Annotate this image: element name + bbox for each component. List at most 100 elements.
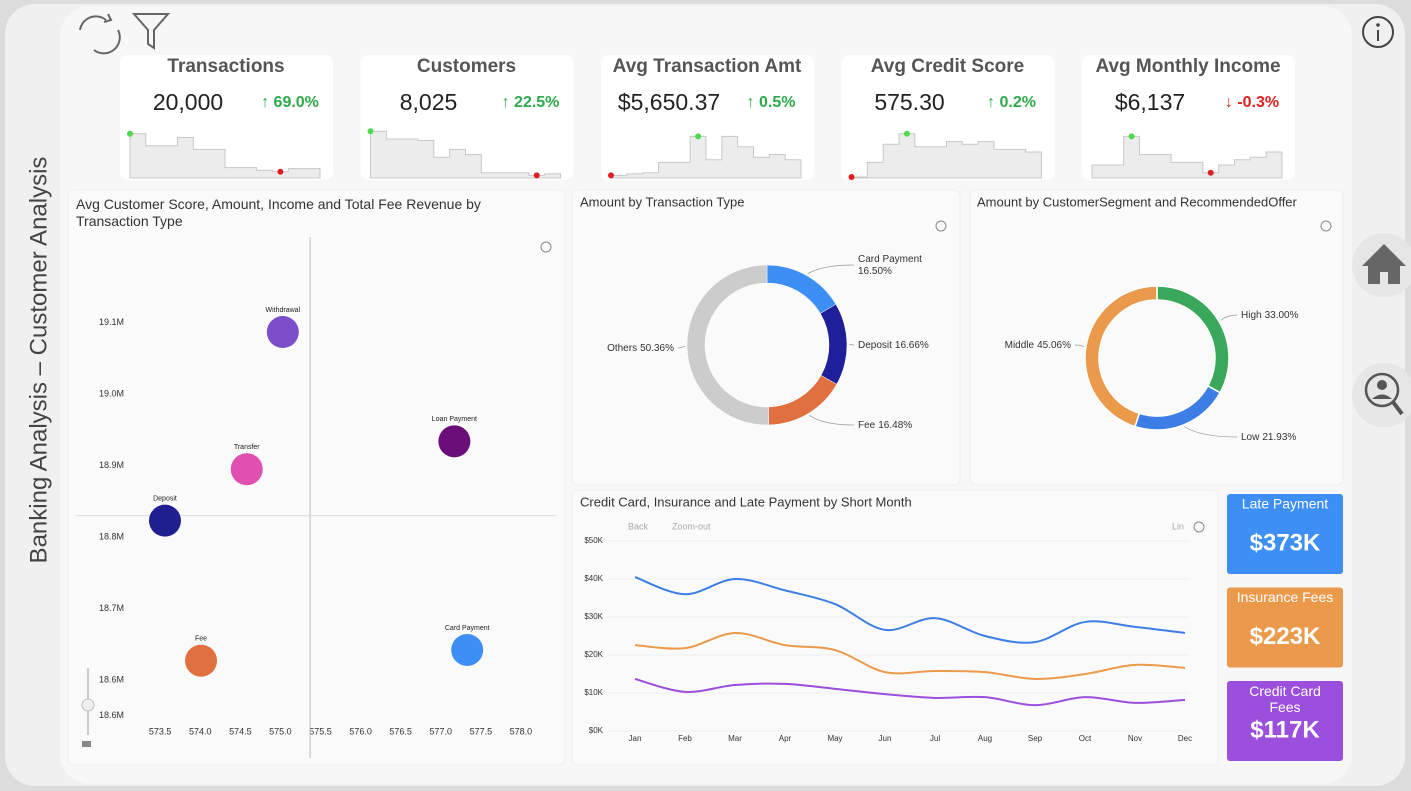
kpi-change: ↓ -0.3% [1225,94,1279,111]
kpi-change: ↑ 0.5% [747,94,796,111]
slice-name: High [1241,310,1262,321]
bubble [185,644,218,677]
refresh-icon[interactable] [79,13,121,55]
help-icons [540,220,1332,533]
sparkline-low [848,173,855,180]
y-tick-label: $10K [584,688,603,697]
x-tick-label: Jan [629,734,642,743]
sparkline-high [695,133,702,140]
summary-card [1227,681,1343,761]
y-tick-label: $50K [584,536,603,545]
zoom-slider[interactable] [81,668,95,747]
point-label: Loan Payment [432,416,477,423]
slice-value: 50.36% [640,343,674,354]
line-panel [571,489,1219,766]
sparkline [370,130,561,179]
bubble [266,316,299,349]
sparkline-high [127,130,133,137]
search-icon[interactable] [1352,363,1411,427]
x-tick-label: 575.5 [309,726,332,736]
x-tick-label: 575.0 [269,726,292,736]
bubble [451,633,484,666]
toolbar-button[interactable]: Lin [1172,521,1184,531]
kpi-value: 575.30 [874,89,944,115]
chart-title: Amount by Transaction Type [580,194,745,209]
x-tick-label: 573.5 [149,726,172,736]
kpi-value: 8,025 [400,89,458,115]
kpi-label: Avg Transaction Amt [613,56,802,77]
donut-panel [571,189,961,486]
x-tick-label: 576.0 [349,726,372,736]
y-tick-label: $20K [584,650,603,659]
slice-value: 16.66% [895,340,929,351]
point-label: Card Payment [445,625,490,632]
bubble [438,425,471,458]
sparkline [1091,135,1283,179]
chart-title: Credit Card, Insurance and Late Payment … [580,494,912,509]
x-tick-label: Apr [779,734,792,743]
kpi-change: ↑ 69.0% [261,94,319,111]
point-label: Transfer [234,444,260,451]
kpi-card [601,55,814,180]
y-tick-label: 18.6M [99,674,124,684]
x-tick-label: Aug [978,734,992,743]
slice-value: 16.48% [878,420,912,431]
donut-panel [969,189,1344,486]
home-icon[interactable] [1352,233,1411,297]
x-tick-label: 574.5 [229,726,252,736]
info-icon[interactable] [1362,16,1394,48]
slice-name: Deposit [858,340,892,351]
bubble [148,504,181,537]
slice-value: 16.50% [858,266,892,277]
y-tick-label: $0K [589,726,604,735]
sparkline-high [367,128,374,135]
toolbar-button[interactable]: Back [628,521,649,531]
slice-value: 21.93% [1262,432,1296,443]
x-tick-label: 576.5 [389,726,412,736]
leader-line [1074,344,1085,347]
slice-value: 45.06% [1037,340,1071,351]
chart-title: Amount by CustomerSegment and Recommende… [977,194,1298,209]
slice-label: Others 50.36% [607,343,674,354]
x-tick-label: Feb [678,734,692,743]
kpi-value: $6,137 [1115,89,1185,115]
kpi-value: $5,650.37 [618,89,720,115]
y-tick-label: 19.1M [99,317,124,327]
sparkline [851,133,1042,179]
slice-label: Middle 45.06% [1005,340,1071,351]
point-label: Deposit [153,495,177,502]
x-tick-label: Jun [879,734,892,743]
y-tick-label: 18.9M [99,460,124,470]
y-tick-label: 18.7M [99,603,124,613]
sparkline-high [1128,133,1135,140]
toolbar-button[interactable]: Zoom-out [672,521,711,531]
kpi-label: Transactions [167,56,284,77]
slice-name: Fee [858,420,876,431]
leader-line [1184,426,1238,438]
slice-label: High 33.00% [1241,310,1299,321]
summary-card [1227,494,1343,574]
leader-line [677,345,686,349]
x-tick-label: 577.5 [470,726,493,736]
line-series [634,576,1186,644]
slice-label: Fee 16.48% [858,420,912,431]
sparkline [129,133,321,179]
chart-title: Avg Customer Score, Amount, Income and T… [76,196,481,229]
x-tick-label: Sep [1028,734,1043,743]
card-value: $117K [1250,716,1320,743]
y-tick-label: $40K [584,574,603,583]
x-tick-label: Nov [1128,734,1142,743]
donut-slice [686,264,770,426]
leader-line [1220,314,1238,321]
card-value: $373K [1250,529,1321,556]
slice-name: Card Payment [858,254,922,265]
card-label: Insurance Fees [1237,589,1334,605]
filter-icon[interactable] [131,13,171,50]
line-series [634,677,1186,707]
x-tick-label: Oct [1079,734,1092,743]
x-tick-label: 578.0 [510,726,533,736]
line-series [634,631,1186,680]
sparkline-low [608,172,614,179]
kpi-label: Customers [417,56,516,77]
